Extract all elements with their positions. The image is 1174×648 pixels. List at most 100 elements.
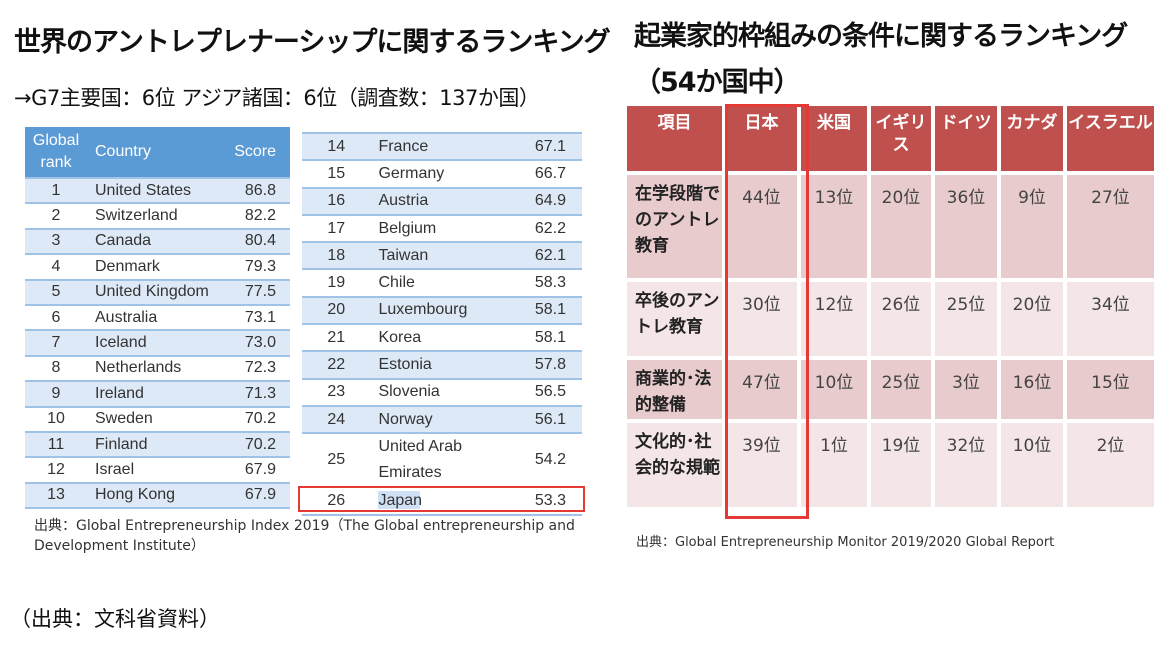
rank-cell: 22	[302, 351, 371, 380]
score-cell: 79.3	[216, 254, 290, 281]
score-cell: 56.5	[503, 378, 582, 407]
table-row: 9 Ireland 71.3	[25, 381, 290, 408]
table-row: 24 Norway 56.1	[302, 405, 582, 435]
table-row: 15 Germany 66.7	[302, 160, 582, 189]
score-cell: 58.1	[503, 296, 582, 326]
rank-cell: 17	[302, 214, 371, 244]
table-row: 7 Iceland 73.0	[25, 330, 290, 357]
gem-ranking-table: 項目 日本 米国 イギリス ドイツ カナダ イスラエル 在学段階でのアントレ教育 44位 13位…	[623, 102, 1158, 511]
table-row: 11 Finland 70.2	[25, 431, 290, 459]
rank-cell: 10位	[801, 360, 867, 419]
rank-cell: 10位	[1001, 423, 1063, 507]
rank-cell: 47位	[726, 360, 797, 419]
country-cell: Norway	[370, 405, 504, 435]
score-cell: 56.1	[503, 405, 582, 435]
japan-highlight-box	[298, 486, 585, 512]
country-cell: France	[370, 133, 504, 162]
rank-cell: 20位	[871, 175, 931, 278]
rank-cell: 9位	[1001, 175, 1063, 278]
rank-cell: 20	[302, 296, 371, 326]
score-cell: 64.9	[503, 187, 582, 216]
table-row: 20 Luxembourg 58.1	[302, 296, 582, 326]
left-title: 世界のアントレプレナーシップに関するランキング	[14, 27, 611, 58]
item-cell: 商業的･法的整備	[627, 360, 722, 419]
column-header: ドイツ	[935, 106, 997, 171]
score-cell: 73.0	[216, 330, 290, 357]
rank-cell: 13	[25, 482, 87, 510]
table-row: 18 Taiwan 62.1	[302, 242, 582, 271]
score-cell: 67.9	[216, 457, 290, 484]
rank-cell: 26位	[871, 282, 931, 356]
score-cell: 58.3	[503, 269, 582, 298]
japan-column-highlight	[725, 104, 809, 519]
rank-cell: 5	[25, 279, 87, 306]
table-row: 17 Belgium 62.2	[302, 214, 582, 244]
country-cell: Hong Kong	[87, 482, 216, 510]
rank-cell: 19位	[871, 423, 931, 507]
table-row: 文化的･社会的な規範 39位 1位 19位 32位 10位 2位	[627, 423, 1154, 507]
score-cell: 67.1	[503, 133, 582, 162]
score-cell: 77.5	[216, 279, 290, 306]
country-cell: United Kingdom	[87, 279, 216, 306]
country-cell: Taiwan	[370, 242, 504, 271]
column-header: イスラエル	[1067, 106, 1154, 171]
table-row: 13 Hong Kong 67.9	[25, 482, 290, 510]
country-cell: Switzerland	[87, 203, 216, 230]
gei-ranking-table-1: Global rank Country Score 1 United States…	[25, 127, 290, 510]
rank-cell: 34位	[1067, 282, 1154, 356]
score-cell: 70.2	[216, 431, 290, 459]
score-cell: 70.2	[216, 406, 290, 433]
rank-cell: 15位	[1067, 360, 1154, 419]
table-row: 21 Korea 58.1	[302, 324, 582, 353]
item-cell: 卒後のアントレ教育	[627, 282, 722, 356]
country-cell: Australia	[87, 304, 216, 332]
rank-cell: 30位	[726, 282, 797, 356]
table-row: 10 Sweden 70.2	[25, 406, 290, 433]
country-cell: United Arab Emirates	[370, 433, 504, 489]
column-header: イギリス	[871, 106, 931, 171]
rank-cell: 1	[25, 178, 87, 205]
right-title-line1: 起業家的枠組みの条件に関するランキング	[634, 21, 1128, 52]
country-cell: Denmark	[87, 254, 216, 281]
score-cell: 73.1	[216, 304, 290, 332]
footer-source: （出典：文科省資料）	[10, 607, 220, 631]
country-cell: United States	[87, 178, 216, 205]
rank-cell: 25	[302, 433, 371, 489]
country-cell: Ireland	[87, 381, 216, 408]
country-cell: Israel	[87, 457, 216, 484]
table-row: 3 Canada 80.4	[25, 228, 290, 256]
rank-cell: 16位	[1001, 360, 1063, 419]
country-cell: Estonia	[370, 351, 504, 380]
header-score: Score	[216, 127, 290, 179]
left-subtitle: →G7主要国：6位 アジア諸国：6位（調査数：137か国）	[14, 86, 540, 110]
rank-cell: 20位	[1001, 282, 1063, 356]
table-row: 在学段階でのアントレ教育 44位 13位 20位 36位 9位 27位	[627, 175, 1154, 278]
rank-cell: 27位	[1067, 175, 1154, 278]
score-cell: 57.8	[503, 351, 582, 380]
rank-cell: 36位	[935, 175, 997, 278]
table-row: 商業的･法的整備 47位 10位 25位 3位 16位 15位	[627, 360, 1154, 419]
rank-cell: 32位	[935, 423, 997, 507]
column-header: 項目	[627, 106, 722, 171]
rank-cell: 4	[25, 254, 87, 281]
country-cell: Sweden	[87, 406, 216, 433]
table-row: 2 Switzerland 82.2	[25, 203, 290, 230]
score-cell: 58.1	[503, 324, 582, 353]
rank-cell: 13位	[801, 175, 867, 278]
rank-cell: 18	[302, 242, 371, 271]
rank-cell: 12位	[801, 282, 867, 356]
country-cell: Luxembourg	[370, 296, 504, 326]
column-header: 日本	[726, 106, 797, 171]
table-row: 22 Estonia 57.8	[302, 351, 582, 380]
left-source: 出典：Global Entrepreneurship Index 2019（Th…	[34, 518, 575, 554]
rank-cell: 2位	[1067, 423, 1154, 507]
country-cell: Netherlands	[87, 355, 216, 383]
country-cell: Chile	[370, 269, 504, 298]
country-cell: Iceland	[87, 330, 216, 357]
rank-cell: 24	[302, 405, 371, 435]
header-rank: Global rank	[25, 127, 87, 179]
item-cell: 在学段階でのアントレ教育	[627, 175, 722, 278]
rank-cell: 11	[25, 431, 87, 459]
score-cell: 62.1	[503, 242, 582, 271]
item-cell: 文化的･社会的な規範	[627, 423, 722, 507]
